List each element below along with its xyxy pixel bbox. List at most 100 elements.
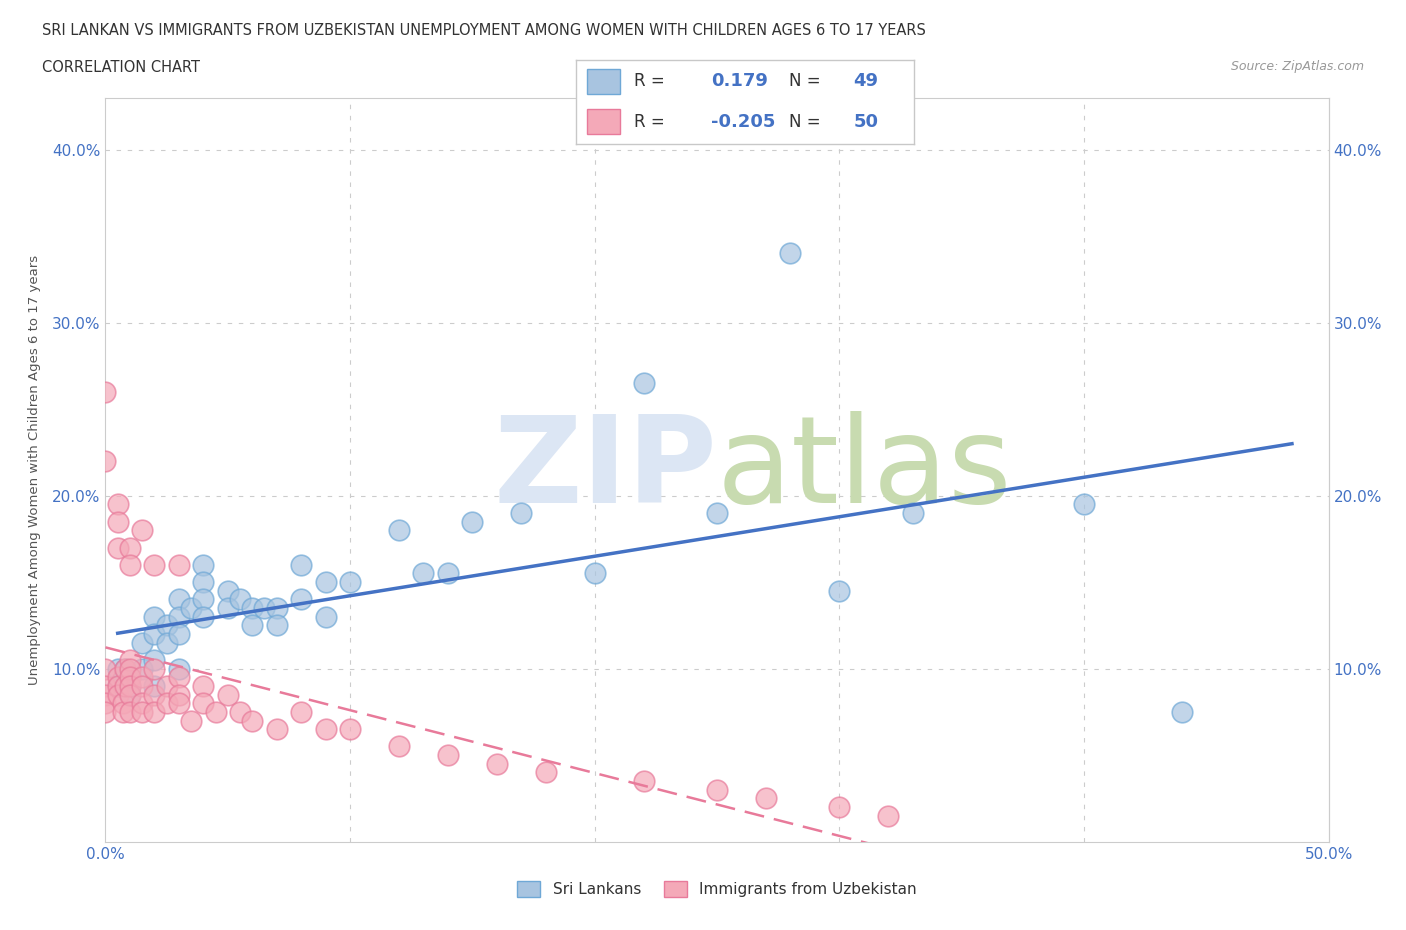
Point <box>94 687 117 702</box>
Point <box>167 627 190 642</box>
Point <box>217 601 239 616</box>
Point <box>156 618 179 632</box>
Point <box>143 557 166 572</box>
Point <box>180 713 202 728</box>
Point <box>193 609 215 624</box>
Point <box>167 670 190 684</box>
Point <box>240 713 263 728</box>
Point <box>388 523 411 538</box>
Point <box>107 687 129 702</box>
Text: ZIP: ZIP <box>494 411 717 528</box>
Point <box>217 687 239 702</box>
Point <box>779 246 801 260</box>
Point <box>706 782 728 797</box>
Point <box>118 670 141 684</box>
Point <box>828 800 851 815</box>
Point <box>107 661 129 676</box>
Point <box>111 696 134 711</box>
Point <box>118 687 141 702</box>
Point <box>1171 704 1194 719</box>
Text: atlas: atlas <box>717 411 1012 528</box>
FancyBboxPatch shape <box>586 69 620 94</box>
Point <box>828 583 851 598</box>
Point <box>229 592 252 607</box>
Point <box>339 722 361 737</box>
Point <box>143 704 166 719</box>
Point <box>156 679 179 694</box>
Text: CORRELATION CHART: CORRELATION CHART <box>42 60 200 75</box>
Point <box>315 575 337 590</box>
Point <box>412 566 434 581</box>
Point <box>167 592 190 607</box>
Point <box>706 506 728 521</box>
Point <box>633 376 655 391</box>
Point <box>143 679 166 694</box>
Point <box>156 635 179 650</box>
Point <box>388 739 411 754</box>
Point <box>131 679 153 694</box>
Point <box>290 592 312 607</box>
Point <box>131 523 153 538</box>
Point <box>94 679 117 694</box>
Point <box>315 609 337 624</box>
Point <box>193 557 215 572</box>
Point <box>339 575 361 590</box>
Point <box>315 722 337 737</box>
Point <box>131 670 153 684</box>
Text: 50: 50 <box>853 113 879 130</box>
Point <box>755 790 778 805</box>
Text: N =: N = <box>789 113 821 130</box>
Point <box>167 687 190 702</box>
Point <box>1073 497 1095 512</box>
Point <box>118 670 141 684</box>
Y-axis label: Unemployment Among Women with Children Ages 6 to 17 years: Unemployment Among Women with Children A… <box>28 255 41 684</box>
Point <box>193 575 215 590</box>
Legend: Sri Lankans, Immigrants from Uzbekistan: Sri Lankans, Immigrants from Uzbekistan <box>517 882 917 897</box>
Point <box>461 514 484 529</box>
Point <box>193 592 215 607</box>
Point <box>94 704 117 719</box>
Point <box>253 601 276 616</box>
Point <box>534 765 557 780</box>
Point <box>131 635 153 650</box>
Point <box>114 661 136 676</box>
Text: R =: R = <box>634 73 665 90</box>
Point <box>94 384 117 399</box>
Point <box>118 687 141 702</box>
Point <box>107 497 129 512</box>
Point <box>266 722 288 737</box>
Point <box>118 653 141 668</box>
Point <box>131 696 153 711</box>
Point <box>583 566 606 581</box>
Text: 49: 49 <box>853 73 879 90</box>
Text: R =: R = <box>634 113 665 130</box>
Text: SRI LANKAN VS IMMIGRANTS FROM UZBEKISTAN UNEMPLOYMENT AMONG WOMEN WITH CHILDREN : SRI LANKAN VS IMMIGRANTS FROM UZBEKISTAN… <box>42 23 927 38</box>
Text: 0.179: 0.179 <box>711 73 768 90</box>
Point <box>437 748 460 763</box>
Point <box>94 661 117 676</box>
Point <box>290 557 312 572</box>
Point <box>143 609 166 624</box>
Point <box>229 704 252 719</box>
Point <box>901 506 924 521</box>
Point <box>437 566 460 581</box>
Point <box>118 679 141 694</box>
Point <box>143 687 166 702</box>
FancyBboxPatch shape <box>586 109 620 134</box>
Point <box>167 696 190 711</box>
Point <box>118 704 141 719</box>
Text: N =: N = <box>789 73 821 90</box>
Point <box>633 774 655 789</box>
Point <box>240 618 263 632</box>
Text: Source: ZipAtlas.com: Source: ZipAtlas.com <box>1230 60 1364 73</box>
Point <box>118 661 141 676</box>
Point <box>167 557 190 572</box>
Point <box>114 661 136 676</box>
Point <box>204 704 226 719</box>
Point <box>143 627 166 642</box>
Text: -0.205: -0.205 <box>711 113 776 130</box>
Point <box>118 679 141 694</box>
Point <box>107 679 129 694</box>
Point <box>167 661 190 676</box>
Point <box>143 653 166 668</box>
